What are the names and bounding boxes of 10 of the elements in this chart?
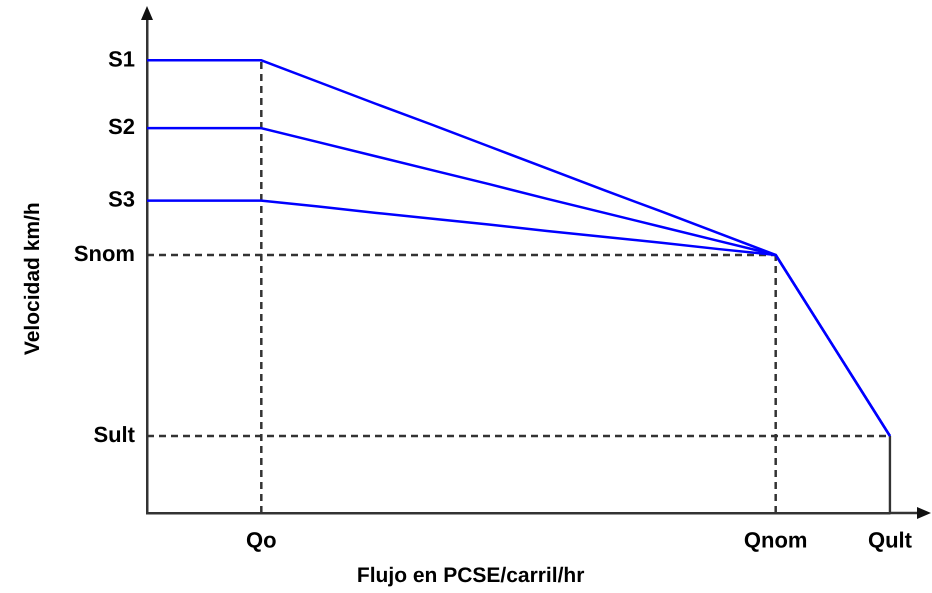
x-tick-label: Qo xyxy=(246,527,277,552)
series-label: S2 xyxy=(108,114,135,140)
y-axis-title: Velocidad km/h xyxy=(20,202,44,356)
x-tick-label: Qnom xyxy=(744,527,808,552)
series-label: S3 xyxy=(108,186,135,212)
series-label: Snom xyxy=(74,241,135,266)
x-axis-title: Flujo en PCSE/carril/hr xyxy=(356,564,584,587)
x-tick-label: Qult xyxy=(868,527,913,552)
series-label: Sult xyxy=(93,422,136,448)
series-label: S1 xyxy=(108,46,135,72)
